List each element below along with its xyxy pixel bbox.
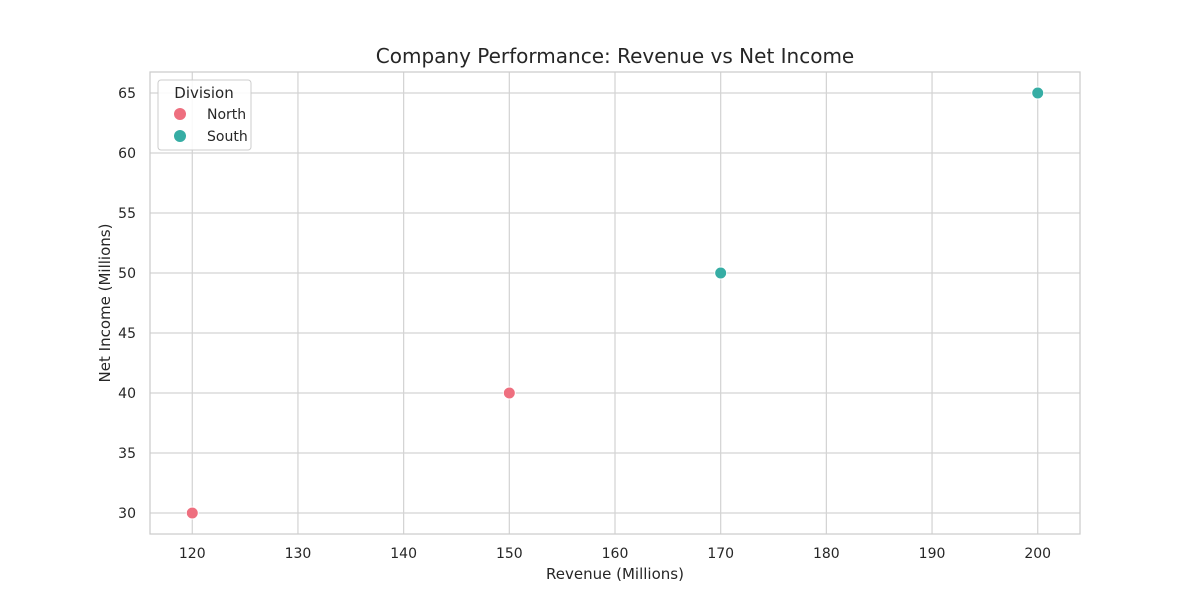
y-axis-label: Net Income (Millions): [96, 224, 114, 383]
legend-marker-north: [174, 108, 186, 120]
y-tick-label: 30: [118, 506, 136, 522]
y-tick-label: 35: [118, 446, 136, 462]
x-axis-label: Revenue (Millions): [546, 565, 684, 583]
y-axis-ticks: 30 35 40 45 50 55 60 65: [118, 86, 136, 522]
x-tick-label: 190: [919, 546, 946, 562]
legend-label-south: South: [207, 129, 248, 145]
legend: Division North South: [157, 79, 252, 151]
y-tick-label: 65: [118, 86, 136, 102]
y-tick-label: 50: [118, 266, 136, 282]
legend-items: North South: [174, 107, 248, 145]
y-tick-label: 40: [118, 386, 136, 402]
legend-marker-south: [174, 130, 186, 142]
x-tick-label: 150: [496, 546, 523, 562]
x-tick-label: 200: [1024, 546, 1051, 562]
y-tick-label: 45: [118, 326, 136, 342]
x-tick-label: 160: [602, 546, 629, 562]
x-tick-label: 140: [390, 546, 417, 562]
y-tick-label: 60: [118, 146, 136, 162]
data-point-south: [714, 266, 728, 280]
legend-title: Division: [174, 84, 233, 102]
data-point-north: [502, 386, 516, 400]
x-tick-label: 120: [179, 546, 206, 562]
y-tick-label: 55: [118, 206, 136, 222]
x-tick-label: 170: [707, 546, 734, 562]
legend-label-north: North: [207, 107, 246, 123]
x-tick-label: 180: [813, 546, 840, 562]
data-points: [185, 86, 1045, 520]
data-point-north: [185, 506, 199, 520]
x-tick-label: 130: [285, 546, 312, 562]
chart-title: Company Performance: Revenue vs Net Inco…: [376, 44, 854, 68]
grid: [150, 72, 1080, 534]
plot-area: [149, 71, 1081, 535]
x-axis-ticks: 120 130 140 150 160 170 180 190 200: [179, 546, 1051, 562]
data-point-south: [1031, 86, 1045, 100]
